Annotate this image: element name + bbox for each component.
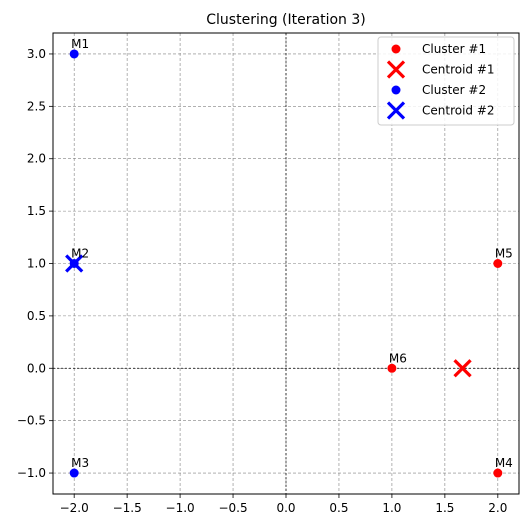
x-tick-label: 2.0 (488, 501, 507, 515)
point-labels: M4 M5 M6 M1 M2 M3 (71, 37, 513, 470)
data-point-label: M5 (495, 247, 513, 261)
y-tick-label: 0.5 (27, 309, 46, 323)
data-point-label: M4 (495, 456, 513, 470)
centroid-marker (65, 254, 84, 273)
x-axis-ticks: −2.0 −1.5 −1.0 −0.5 0.0 0.5 1.0 1.5 2.0 (60, 494, 507, 515)
legend: Cluster #1 Centroid #1 Cluster #2 Centroid … (377, 36, 515, 126)
data-point-label: M3 (71, 456, 89, 470)
data-point (493, 259, 503, 268)
y-tick-label: 1.5 (27, 204, 46, 218)
centroid-stroke (65, 254, 84, 273)
data-point (493, 468, 503, 478)
y-tick-label: −0.5 (17, 414, 46, 428)
legend-label: Centroid #1 (422, 63, 495, 77)
x-tick-label: −0.5 (218, 501, 247, 515)
y-tick-label: 3.0 (27, 47, 46, 61)
data-points (65, 49, 503, 478)
data-point (69, 49, 79, 59)
x-tick-label: 0.5 (329, 501, 348, 515)
data-point-label: M6 (389, 351, 407, 365)
legend-marker-cross (386, 60, 406, 79)
y-tick-label: −1.0 (17, 466, 46, 480)
data-point-label: M1 (71, 37, 89, 51)
y-tick-label: 1.0 (27, 257, 46, 271)
reference-lines (53, 33, 519, 494)
legend-label: Centroid #2 (422, 104, 495, 118)
x-tick-label: −1.5 (113, 501, 142, 515)
y-tick-label: 2.5 (27, 99, 46, 113)
x-tick-label: 0.0 (276, 501, 295, 515)
centroid-stroke (453, 359, 472, 378)
data-point (387, 363, 397, 373)
y-tick-label: 2.0 (27, 152, 46, 166)
y-axis-ticks: −1.0 −0.5 0.0 0.5 1.0 1.5 2.0 2.5 3.0 (17, 47, 53, 480)
legend-item: Cluster #1 (391, 42, 486, 56)
chart-title: Clustering (Iteration 3) (206, 12, 365, 28)
legend-label: Cluster #1 (422, 42, 486, 56)
legend-label: Cluster #2 (422, 83, 486, 97)
legend-box (377, 36, 515, 126)
legend-marker-dot (391, 85, 401, 95)
legend-item: Centroid #1 (386, 60, 495, 79)
legend-marker-dot (391, 44, 401, 54)
x-tick-label: 1.0 (382, 501, 401, 515)
x-tick-label: −1.0 (166, 501, 195, 515)
legend-marker-cross (386, 101, 406, 120)
x-tick-label: 1.5 (435, 501, 454, 515)
data-point (69, 468, 79, 478)
legend-item: Centroid #2 (386, 101, 495, 120)
x-tick-label: −2.0 (60, 501, 89, 515)
data-point-label: M2 (71, 247, 89, 261)
legend-item: Cluster #2 (391, 83, 486, 97)
centroid-marker (453, 359, 472, 378)
y-tick-label: 0.0 (27, 361, 46, 375)
